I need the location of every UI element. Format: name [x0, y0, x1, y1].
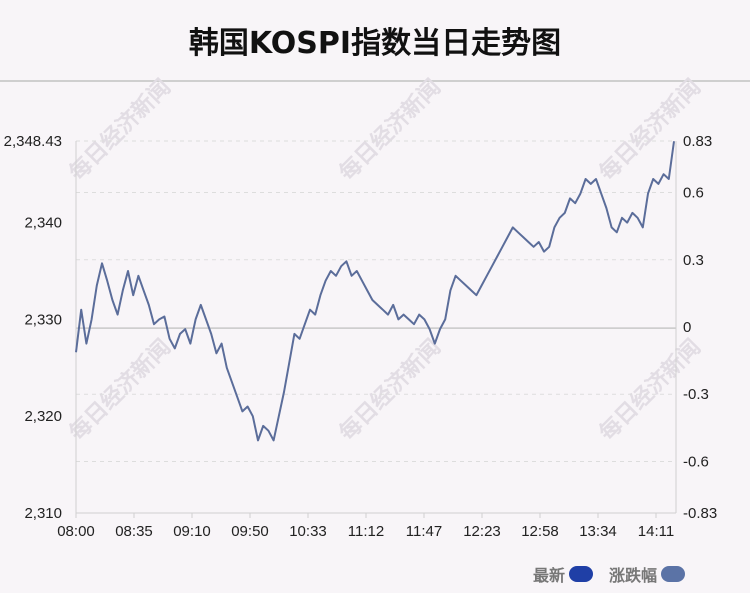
- y-right-tick-label: -0.83: [683, 505, 717, 522]
- watermark-text: 每日经济新闻: [334, 334, 446, 446]
- x-tick-label: 12:58: [521, 523, 559, 540]
- x-tick-label: 09:10: [173, 523, 211, 540]
- watermark-text: 每日经济新闻: [64, 334, 176, 446]
- watermark-text: 每日经济新闻: [594, 74, 706, 186]
- title-divider: [0, 80, 750, 82]
- kospi-series-line: [75, 141, 675, 442]
- legend-change[interactable]: 涨跌幅: [609, 563, 686, 585]
- y-left-tick-label: 2,348.43: [4, 133, 62, 150]
- x-tick-label: 13:34: [579, 523, 617, 540]
- legend-latest-swatch: [569, 566, 594, 582]
- y-left-tick-label: 2,330: [24, 311, 62, 328]
- legend-change-label: 涨跌幅: [609, 566, 658, 585]
- x-tick-label: 11:12: [348, 523, 384, 540]
- x-tick-label: 11:47: [406, 523, 442, 540]
- y-left-tick-label: 2,320: [24, 408, 62, 425]
- x-tick-label: 09:50: [231, 523, 269, 540]
- y-right-tick-label: 0.6: [683, 185, 704, 202]
- x-tick-label: 08:35: [115, 523, 153, 540]
- y-right-tick-label: -0.6: [683, 453, 709, 470]
- y-left-tick-label: 2,310: [24, 505, 62, 522]
- y-left-tick-label: 2,340: [24, 215, 62, 232]
- y-right-tick-label: 0: [683, 319, 691, 336]
- legend-change-swatch: [661, 566, 686, 582]
- x-tick-label: 12:23: [463, 523, 501, 540]
- y-right-tick-label: 0.3: [683, 252, 704, 269]
- legend-latest[interactable]: 最新: [533, 563, 594, 585]
- watermark-text: 每日经济新闻: [64, 74, 176, 186]
- y-right-tick-label: 0.83: [683, 133, 712, 150]
- legend-latest-label: 最新: [533, 566, 566, 585]
- x-tick-label: 14:11: [638, 523, 674, 540]
- y-right-tick-label: -0.3: [683, 386, 709, 403]
- x-tick-label: 08:00: [57, 523, 95, 540]
- x-tick-label: 10:33: [289, 523, 327, 540]
- chart-title: 韩国KOSPI指数当日走势图: [188, 26, 562, 61]
- watermark-text: 每日经济新闻: [334, 74, 446, 186]
